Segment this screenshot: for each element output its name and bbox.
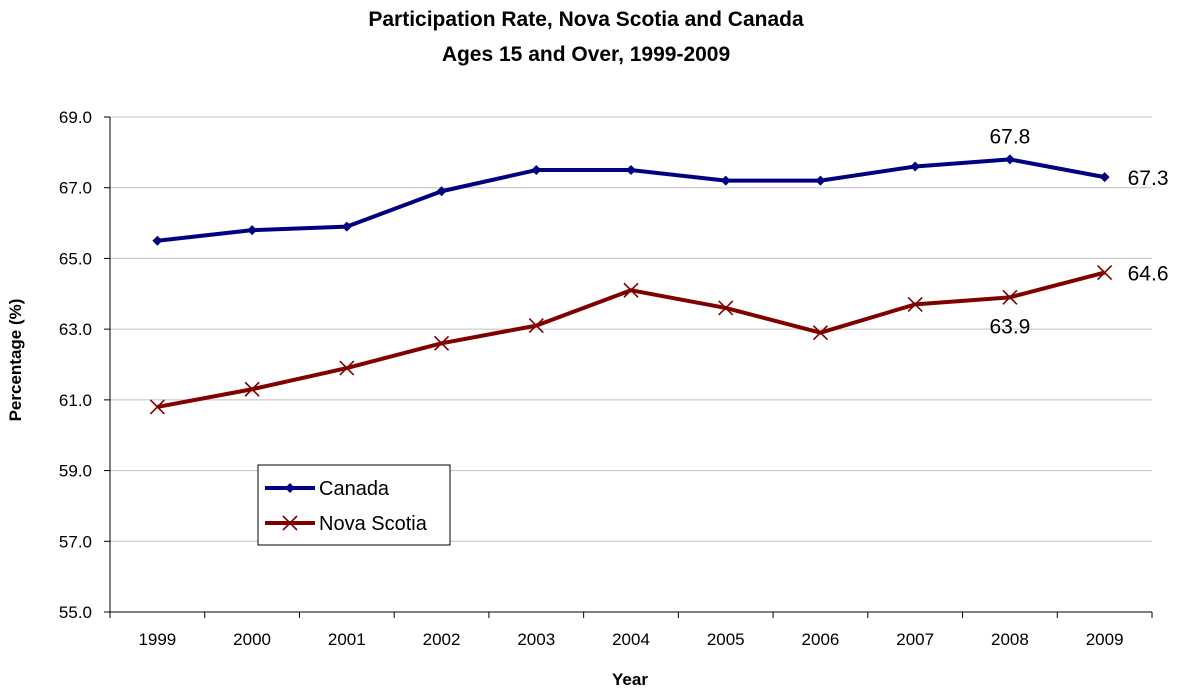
x-tick-label: 1999: [138, 630, 176, 649]
x-tick-label: 2006: [802, 630, 840, 649]
y-tick-label: 57.0: [59, 532, 92, 551]
data-point: [341, 221, 352, 232]
y-tick-label: 69.0: [59, 108, 92, 127]
data-point: [247, 225, 258, 236]
data-point: [1002, 289, 1018, 305]
data-label: 67.8: [989, 125, 1030, 148]
data-point: [244, 381, 260, 397]
data-point: [149, 399, 165, 415]
data-point: [1004, 154, 1015, 165]
axes: [104, 116, 1153, 618]
data-point: [812, 325, 829, 341]
x-tick-labels: 1999 2000 2001 2002 2003 2004 2005 2006 2007 2008…: [138, 630, 1123, 649]
x-tick-label: 2007: [896, 630, 934, 649]
legend: Canada Nova Scotia: [257, 464, 451, 546]
data-point: [1097, 265, 1113, 281]
data-labels: 67.8 67.3 63.9 64.6: [989, 125, 1168, 338]
legend-label: Nova Scotia: [319, 513, 428, 535]
data-point: [623, 282, 639, 298]
x-tick-label: 2002: [423, 630, 461, 649]
legend-box: [257, 464, 451, 546]
data-point: [436, 186, 447, 197]
data-point: [815, 175, 826, 186]
data-point: [1099, 172, 1110, 183]
legend-label: Canada: [319, 478, 390, 500]
y-tick-label: 63.0: [59, 320, 92, 339]
y-tick-label: 67.0: [59, 179, 92, 198]
data-point: [907, 296, 923, 312]
x-tick-label: 2009: [1086, 630, 1124, 649]
legend-marker: [285, 483, 295, 493]
y-tick-label: 65.0: [59, 249, 92, 268]
data-point: [339, 360, 355, 376]
x-tick-label: 2003: [517, 630, 555, 649]
series-line-nova-scotia: [156, 270, 1106, 409]
data-point: [718, 300, 734, 316]
x-tick-label: 2000: [233, 630, 271, 649]
y-tick-labels: 55.0 57.0 59.0 61.0 63.0 65.0 67.0 69.0: [59, 108, 92, 622]
data-label: 64.6: [1128, 263, 1169, 286]
x-tick-label: 2008: [991, 630, 1029, 649]
y-tick-label: 55.0: [59, 603, 92, 622]
data-point: [626, 165, 636, 176]
data-point: [433, 335, 450, 351]
series-lines: [149, 154, 1113, 415]
data-label: 67.3: [1128, 167, 1169, 190]
x-tick-label: 2001: [328, 630, 366, 649]
chart-subtitle: Ages 15 and Over, 1999-2009: [442, 43, 730, 66]
data-point: [720, 175, 731, 186]
data-point: [531, 165, 542, 176]
x-tick-label: 2005: [707, 630, 745, 649]
data-point: [528, 318, 544, 334]
y-tick-label: 61.0: [59, 391, 92, 410]
x-axis-title: Year: [612, 670, 648, 689]
y-axis-title: Percentage (%): [6, 299, 25, 422]
data-label: 63.9: [989, 315, 1030, 338]
data-point: [152, 235, 163, 246]
chart-title: Participation Rate, Nova Scotia and Cana…: [368, 8, 804, 31]
x-tick-label: 2004: [612, 630, 650, 649]
data-point: [910, 161, 921, 172]
legend-marker: [282, 515, 298, 531]
y-tick-label: 59.0: [59, 462, 92, 481]
